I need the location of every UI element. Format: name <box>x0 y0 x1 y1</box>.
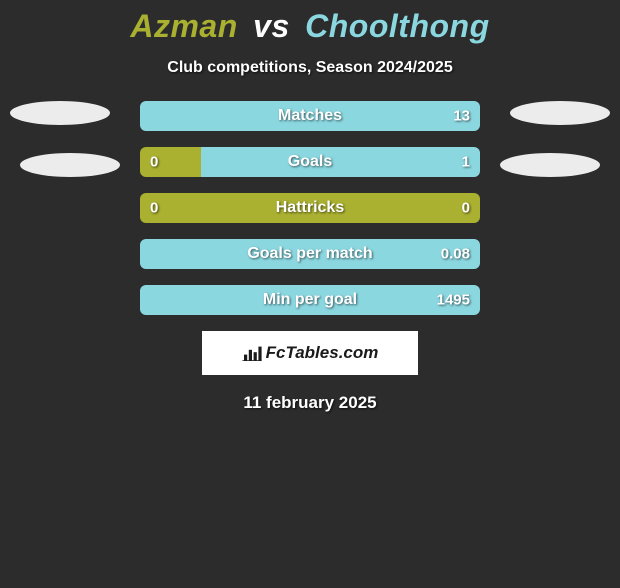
stat-label: Goals <box>140 153 480 171</box>
stat-row: Goals per match0.08 <box>140 239 480 269</box>
stat-value-right: 0.08 <box>441 246 470 263</box>
brand-text: FcTables.com <box>266 343 379 363</box>
player2-name: Choolthong <box>305 8 489 44</box>
stat-label: Goals per match <box>140 245 480 263</box>
stat-value-left: 0 <box>150 154 158 171</box>
page-title: Azman vs Choolthong <box>0 8 620 45</box>
comparison-chart: Matches13Goals01Hattricks00Goals per mat… <box>0 101 620 315</box>
player2-badge-placeholder-2 <box>500 153 600 177</box>
stat-value-left: 0 <box>150 200 158 217</box>
stat-row: Goals0 1 <box>140 147 480 177</box>
stat-value-right: 1 <box>462 154 470 171</box>
stat-row: Min per goal1495 <box>140 285 480 315</box>
stat-value-right: 0 <box>462 200 470 217</box>
footer-date: 11 february 2025 <box>0 393 620 413</box>
stat-row: Matches13 <box>140 101 480 131</box>
player2-badge-placeholder-1 <box>510 101 610 125</box>
bar-chart-icon <box>242 345 262 361</box>
brand-box[interactable]: FcTables.com <box>202 331 418 375</box>
bars-container: Matches13Goals01Hattricks00Goals per mat… <box>140 101 480 315</box>
stat-label: Hattricks <box>140 199 480 217</box>
subtitle: Club competitions, Season 2024/2025 <box>0 59 620 77</box>
stat-label: Min per goal <box>140 291 480 309</box>
player1-badge-placeholder-2 <box>20 153 120 177</box>
player1-name: Azman <box>130 8 237 44</box>
stat-value-right: 13 <box>453 108 470 125</box>
stat-value-right: 1495 <box>437 292 470 309</box>
stat-label: Matches <box>140 107 480 125</box>
player1-badge-placeholder-1 <box>10 101 110 125</box>
vs-separator: vs <box>253 8 290 44</box>
stat-row: Hattricks0 0 <box>140 193 480 223</box>
